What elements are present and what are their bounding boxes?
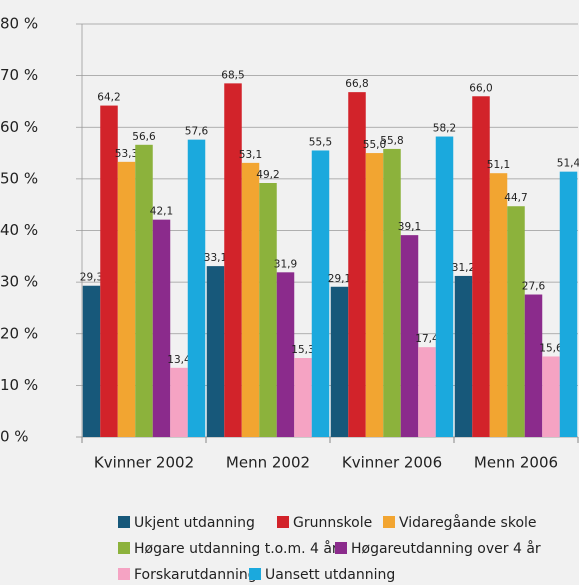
value-label: 51,4 bbox=[557, 158, 579, 170]
x-tick-label: Menn 2002 bbox=[226, 454, 310, 472]
bar bbox=[383, 148, 401, 437]
value-label: 58,2 bbox=[433, 123, 456, 135]
x-tick-label: Menn 2006 bbox=[474, 454, 558, 472]
bar bbox=[330, 286, 349, 437]
value-label: 39,1 bbox=[398, 221, 421, 233]
value-label: 55,0 bbox=[363, 139, 386, 151]
bar bbox=[241, 162, 260, 437]
y-tick-label: 40 % bbox=[0, 221, 38, 239]
value-label: 64,2 bbox=[97, 92, 120, 104]
bar bbox=[472, 96, 490, 438]
value-label: 15,3 bbox=[291, 344, 314, 356]
value-label: 55,5 bbox=[309, 136, 332, 148]
value-label: 31,9 bbox=[274, 258, 297, 270]
value-label: 42,1 bbox=[150, 206, 173, 218]
value-label: 49,2 bbox=[256, 169, 279, 181]
bar bbox=[152, 219, 171, 437]
x-tick-label: Kvinner 2002 bbox=[94, 454, 194, 472]
bar bbox=[82, 285, 101, 437]
value-label: 27,6 bbox=[522, 281, 546, 293]
value-label: 51,1 bbox=[487, 159, 510, 171]
legend-swatch bbox=[118, 542, 130, 554]
bar bbox=[507, 206, 525, 437]
legend-label: Høgareutdanning over 4 år bbox=[351, 540, 541, 557]
value-label: 29,1 bbox=[328, 273, 351, 285]
bar bbox=[348, 92, 366, 438]
legend-label: Grunnskole bbox=[293, 515, 372, 531]
bar bbox=[559, 171, 578, 437]
bar bbox=[259, 183, 277, 437]
value-label: 66,0 bbox=[469, 82, 492, 94]
value-label: 53,1 bbox=[239, 149, 262, 161]
legend-label: Høgare utdanning t.o.m. 4 år bbox=[134, 540, 338, 557]
bar bbox=[224, 83, 242, 438]
legend-swatch bbox=[249, 568, 261, 580]
bar bbox=[100, 105, 118, 437]
value-label: 17,4 bbox=[415, 333, 439, 345]
value-label: 53,3 bbox=[115, 148, 138, 160]
y-tick-label: 70 % bbox=[0, 66, 38, 84]
legend-label: Forskarutdanning bbox=[134, 567, 257, 583]
y-tick-label: 60 % bbox=[0, 118, 38, 136]
legend-swatch bbox=[118, 516, 130, 528]
legend-label: Uansett utdanning bbox=[265, 567, 395, 583]
bar bbox=[294, 358, 312, 437]
y-tick-label: 30 % bbox=[0, 273, 38, 291]
bar bbox=[117, 161, 136, 437]
bar bbox=[187, 139, 206, 437]
bar bbox=[135, 144, 153, 438]
bar bbox=[542, 356, 560, 437]
value-label: 68,5 bbox=[221, 69, 244, 81]
bar bbox=[418, 347, 436, 437]
value-label: 56,6 bbox=[132, 131, 156, 143]
bar bbox=[400, 235, 419, 437]
x-tick-label: Kvinner 2006 bbox=[342, 454, 442, 472]
y-tick-label: 20 % bbox=[0, 324, 38, 342]
legend-label: Vidaregåande skole bbox=[399, 514, 537, 531]
value-label: 13,4 bbox=[167, 354, 191, 366]
value-label: 31,2 bbox=[452, 262, 475, 274]
y-tick-label: 10 % bbox=[0, 376, 38, 394]
legend-swatch bbox=[335, 542, 347, 554]
value-label: 15,6 bbox=[539, 342, 563, 354]
legend-swatch bbox=[277, 516, 289, 528]
bar bbox=[311, 150, 330, 437]
bar bbox=[454, 275, 473, 437]
y-tick-label: 80 % bbox=[0, 15, 38, 33]
value-label: 57,6 bbox=[185, 126, 209, 138]
bar bbox=[170, 367, 188, 437]
bar bbox=[206, 266, 225, 437]
value-label: 44,7 bbox=[504, 192, 527, 204]
value-label: 29,3 bbox=[80, 272, 103, 284]
legend-swatch bbox=[383, 516, 395, 528]
value-label: 66,8 bbox=[345, 78, 368, 90]
value-label: 33,1 bbox=[204, 252, 227, 264]
y-tick-label: 50 % bbox=[0, 169, 38, 187]
bar bbox=[276, 272, 295, 437]
bar bbox=[435, 136, 454, 438]
bar bbox=[524, 294, 543, 437]
bar bbox=[365, 153, 384, 437]
value-label: 55,8 bbox=[380, 135, 403, 147]
bar bbox=[489, 173, 508, 438]
legend-swatch bbox=[118, 568, 130, 580]
legend-label: Ukjent utdanning bbox=[134, 515, 255, 531]
y-tick-label: 0 % bbox=[0, 428, 29, 446]
